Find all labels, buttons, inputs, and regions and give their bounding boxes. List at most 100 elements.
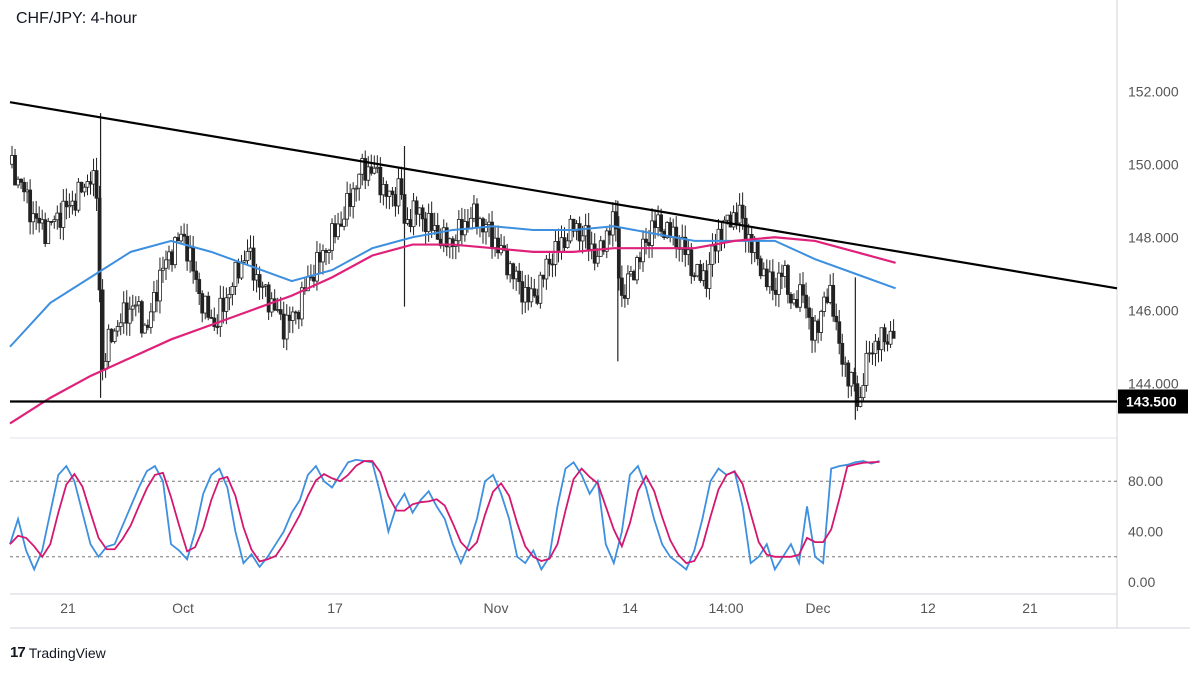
candle-body bbox=[475, 203, 479, 228]
candle bbox=[408, 208, 413, 233]
candle bbox=[142, 323, 147, 334]
candle bbox=[333, 215, 337, 244]
candle bbox=[34, 200, 39, 230]
candle-body bbox=[375, 166, 380, 169]
time-tick-label: 14:00 bbox=[708, 600, 743, 616]
candle-body bbox=[209, 316, 214, 319]
candle bbox=[43, 212, 48, 247]
candle-body bbox=[106, 328, 111, 362]
candle bbox=[556, 228, 561, 263]
candle-body bbox=[109, 328, 114, 342]
candle-body bbox=[635, 257, 639, 281]
candle bbox=[891, 319, 896, 339]
candle bbox=[629, 265, 633, 278]
candle bbox=[420, 204, 425, 232]
candle bbox=[112, 328, 117, 344]
candle bbox=[740, 192, 745, 230]
candle bbox=[441, 219, 446, 253]
candle bbox=[861, 373, 866, 401]
candle-body bbox=[876, 340, 881, 351]
candle bbox=[230, 282, 235, 306]
candle-body bbox=[783, 265, 787, 277]
candle-body bbox=[647, 242, 651, 246]
candle bbox=[260, 281, 265, 300]
candle-body bbox=[185, 235, 190, 262]
candle bbox=[161, 256, 165, 283]
candle bbox=[541, 274, 546, 288]
candle-body bbox=[725, 214, 730, 221]
candle-body bbox=[194, 270, 199, 280]
candle bbox=[73, 193, 78, 217]
candle bbox=[828, 274, 833, 305]
candle-body bbox=[354, 187, 359, 190]
candle bbox=[619, 265, 624, 307]
candle bbox=[613, 200, 618, 242]
candle bbox=[399, 166, 404, 200]
candle bbox=[529, 276, 534, 308]
candle-body bbox=[16, 178, 20, 186]
candle bbox=[336, 212, 340, 240]
candle bbox=[683, 225, 688, 267]
candle bbox=[707, 252, 712, 300]
candle bbox=[879, 327, 884, 362]
candle bbox=[450, 236, 455, 260]
candle-body bbox=[610, 211, 615, 236]
candle-body bbox=[773, 289, 778, 295]
candle bbox=[459, 207, 464, 245]
candle bbox=[118, 313, 123, 336]
candle bbox=[719, 221, 724, 251]
candle-body bbox=[124, 302, 129, 324]
candle bbox=[88, 171, 93, 195]
price-tick-label: 148.000 bbox=[1128, 229, 1179, 245]
candle-body bbox=[218, 297, 223, 327]
candle bbox=[701, 262, 706, 287]
candle-body bbox=[272, 298, 277, 311]
candle bbox=[52, 215, 57, 229]
candle bbox=[686, 240, 691, 266]
candle-body bbox=[330, 223, 334, 251]
candle bbox=[680, 224, 685, 263]
candle bbox=[846, 360, 851, 399]
candle-body bbox=[227, 294, 232, 299]
candle bbox=[698, 259, 703, 283]
brand-badge[interactable]: 17 TradingView bbox=[10, 644, 106, 661]
candle bbox=[704, 260, 709, 298]
candle bbox=[746, 223, 751, 253]
candle-body bbox=[70, 200, 75, 206]
candle bbox=[822, 291, 827, 317]
candle-body bbox=[840, 342, 845, 365]
candle bbox=[284, 304, 289, 351]
candle bbox=[484, 218, 488, 245]
candle-body bbox=[888, 330, 893, 345]
candle-body bbox=[393, 194, 398, 207]
candle-body bbox=[414, 200, 419, 215]
price-tick-label: 152.000 bbox=[1128, 83, 1179, 99]
candle-body bbox=[13, 155, 17, 186]
candle bbox=[209, 309, 214, 319]
candle-body bbox=[290, 311, 295, 321]
candle-body bbox=[31, 213, 36, 223]
candle bbox=[76, 177, 81, 213]
candle bbox=[595, 248, 600, 268]
candle bbox=[25, 181, 30, 204]
candle bbox=[179, 225, 183, 245]
candle bbox=[547, 251, 552, 277]
candle bbox=[67, 193, 72, 218]
candle bbox=[761, 262, 766, 277]
candle-body bbox=[46, 221, 51, 244]
candle bbox=[837, 310, 842, 355]
candle bbox=[758, 255, 763, 280]
candle-body bbox=[315, 252, 319, 282]
candle-body bbox=[743, 217, 748, 241]
candle bbox=[779, 264, 784, 290]
candle bbox=[281, 301, 286, 349]
candle-body bbox=[559, 237, 564, 253]
candle bbox=[571, 218, 576, 238]
candle bbox=[318, 243, 322, 274]
candle-body bbox=[692, 275, 697, 278]
candle bbox=[13, 148, 17, 186]
candle-body bbox=[312, 277, 316, 282]
candle bbox=[293, 310, 298, 325]
candle-body bbox=[867, 352, 872, 355]
candle-body bbox=[170, 251, 174, 266]
